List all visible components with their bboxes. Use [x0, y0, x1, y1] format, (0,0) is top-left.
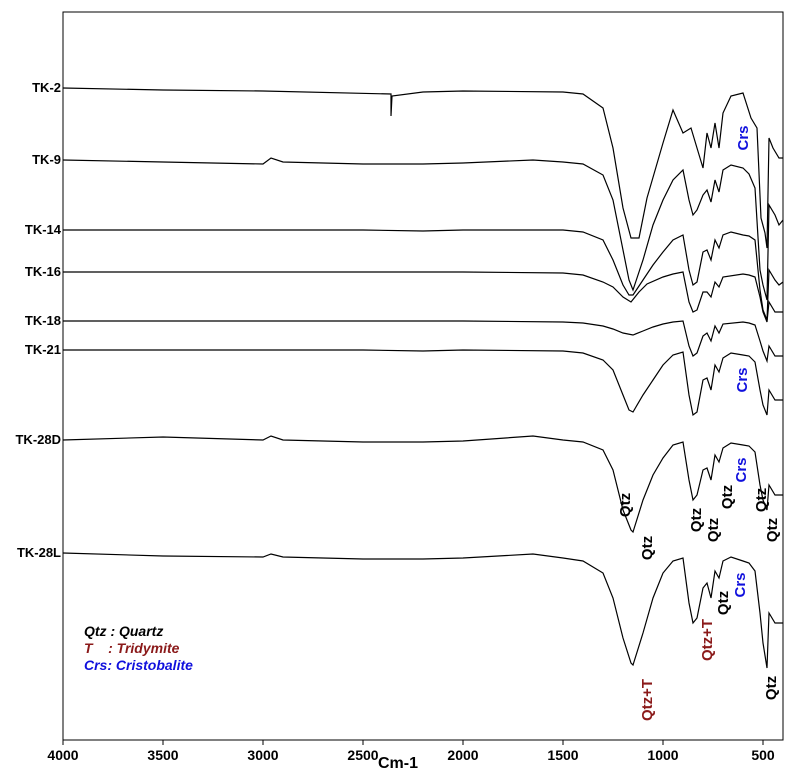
peak-label-qtz: Qtz — [705, 518, 722, 542]
peak-label-qtz-t: Qtz+T — [639, 679, 656, 721]
spectrum-line-tk-2 — [62, 87, 783, 249]
legend-entry-tridymite: T : Tridymite — [84, 640, 180, 656]
peak-label-qtz: Qtz — [617, 493, 634, 517]
peak-label-crs: Crs — [735, 125, 752, 150]
x-tick-label: 1500 — [547, 747, 578, 763]
spectrum-line-tk-21 — [63, 349, 783, 417]
x-tick-label: 4000 — [47, 747, 78, 763]
peak-label-qtz: Qtz — [715, 591, 732, 615]
peak-label-qtz: Qtz — [764, 518, 781, 542]
series-layer — [62, 87, 784, 669]
peak-label-qtz-t: Qtz+T — [699, 619, 716, 661]
legend: Qtz : Quartz T : Tridymite Crs: Cristoba… — [84, 623, 193, 673]
x-tick-label: 2000 — [447, 747, 478, 763]
x-tick-label: 1000 — [647, 747, 678, 763]
spectrum-line-tk-28d — [62, 435, 783, 534]
spectrum-line-tk-18 — [63, 320, 783, 364]
peak-label-qtz: Qtz — [688, 508, 705, 532]
peak-label-qtz: Qtz — [719, 485, 736, 509]
x-tick-label: 2500 — [347, 747, 378, 763]
spectrum-line-tk-16 — [63, 271, 783, 323]
sample-label-tk-9: TK-9 — [32, 152, 61, 167]
peak-label-qtz: Qtz — [639, 536, 656, 560]
peak-label-crs: Crs — [732, 572, 749, 597]
sample-labels: TK-2 TK-9 TK-14 TK-16 TK-18 TK-21 TK-28D TK-28L — [15, 80, 61, 560]
sample-label-tk-14: TK-14 — [25, 222, 62, 237]
peak-label-qtz: Qtz — [753, 488, 770, 512]
spectrum-line-tk-28l — [62, 552, 783, 669]
sample-label-tk-18: TK-18 — [25, 313, 61, 328]
sample-label-tk-21: TK-21 — [25, 342, 61, 357]
peak-label-crs: Crs — [733, 457, 750, 482]
legend-entry-quartz: Qtz : Quartz — [84, 623, 163, 639]
x-tick-label: 500 — [751, 747, 775, 763]
x-tick-label: 3500 — [147, 747, 178, 763]
sample-label-tk-16: TK-16 — [25, 264, 61, 279]
sample-label-tk-28d: TK-28D — [15, 432, 61, 447]
sample-label-tk-28l: TK-28L — [17, 545, 61, 560]
spectrum-line-tk-14 — [63, 229, 784, 321]
peak-labels: Crs Crs Qtz Qtz Qtz Qtz Qtz Crs Qtz Qtz … — [617, 125, 781, 721]
x-tick-label: 3000 — [247, 747, 278, 763]
peak-label-qtz: Qtz — [763, 676, 780, 700]
x-axis-ticks: 4000 3500 3000 2500 2000 1500 1000 500 — [47, 740, 775, 763]
peak-label-crs: Crs — [734, 367, 751, 392]
x-axis-label: Cm-1 — [378, 755, 418, 772]
plot-frame — [62, 11, 784, 741]
sample-label-tk-2: TK-2 — [32, 80, 61, 95]
legend-entry-cristobalite: Crs: Cristobalite — [84, 657, 193, 673]
spectrum-line-tk-9 — [62, 157, 784, 301]
